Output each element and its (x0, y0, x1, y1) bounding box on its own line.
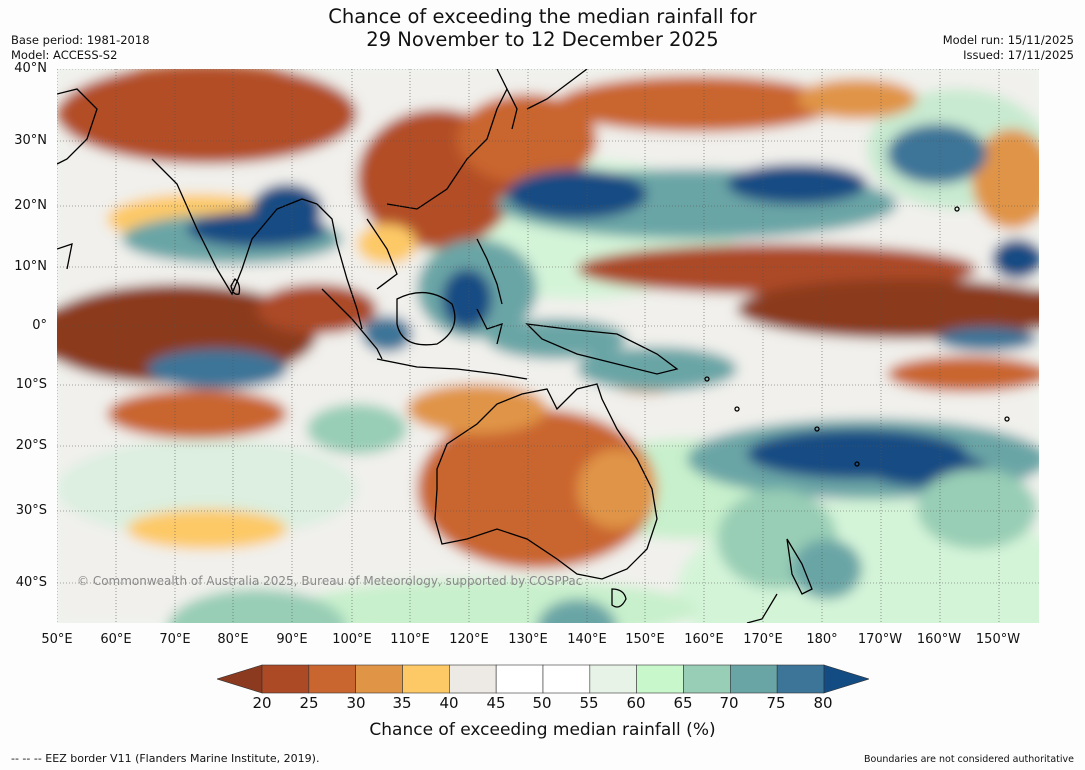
lon-label: 90°E (276, 632, 308, 647)
legend-swatch (355, 664, 403, 694)
legend-tick: 45 (486, 694, 506, 712)
legend-tick: 25 (299, 694, 319, 712)
lon-label: 170°E (743, 632, 783, 647)
legend-swatch (308, 664, 356, 694)
legend-swatch (495, 664, 544, 694)
lat-label: 40°S (15, 575, 47, 590)
lon-label: 50°E (41, 632, 73, 647)
legend-swatch (636, 664, 684, 694)
legend-tick: 65 (673, 694, 693, 712)
base-period: Base period: 1981-2018 (11, 33, 150, 47)
lon-label: 70°E (159, 632, 191, 647)
legend-swatch (542, 664, 591, 694)
lat-label: 40°N (14, 61, 47, 76)
eez-note: -- -- -- EEZ border V11 (Flanders Marine… (11, 752, 320, 765)
model-name: Model: ACCESS-S2 (11, 48, 118, 62)
legend-tick: 75 (766, 694, 786, 712)
legend-swatch (449, 664, 497, 694)
lon-label: 140°E (567, 632, 607, 647)
rainfall-map (57, 69, 1039, 623)
legend-tick: 55 (579, 694, 599, 712)
meta-left: Base period: 1981-2018 Model: ACCESS-S2 (11, 33, 150, 63)
lon-label: 150°E (625, 632, 665, 647)
legend-tick: 60 (626, 694, 646, 712)
legend-swatch (402, 664, 450, 694)
lon-label: 180° (806, 632, 838, 647)
legend-tick: 20 (252, 694, 272, 712)
lat-label: 10°S (15, 377, 47, 392)
legend-swatch (589, 664, 637, 694)
copyright-notice: © Commonwealth of Australia 2025, Bureau… (77, 574, 583, 588)
legend-tick: 70 (719, 694, 739, 712)
lat-label: 30°N (14, 133, 47, 148)
lon-label: 120°E (449, 632, 489, 647)
legend-swatch (776, 664, 825, 694)
probability-field (57, 69, 1039, 623)
lon-label: 170°W (857, 632, 903, 647)
lon-label: 160°E (684, 632, 724, 647)
legend-swatch (730, 664, 778, 694)
lon-label: 80°E (217, 632, 249, 647)
legend-tick: 35 (392, 694, 412, 712)
legend-title: Chance of exceeding median rainfall (%) (369, 720, 716, 740)
legend-arrow-high (823, 664, 869, 694)
legend-tick: 50 (532, 694, 552, 712)
legend-swatch (261, 664, 310, 694)
legend-tick: 80 (813, 694, 833, 712)
graticule (57, 69, 1039, 623)
lon-label: 150°W (975, 632, 1021, 647)
lat-label: 20°N (14, 198, 47, 213)
legend-tick: 30 (346, 694, 366, 712)
lon-label: 160°W (916, 632, 962, 647)
lat-label: 10°N (14, 259, 47, 274)
legend-arrow-low (217, 664, 263, 694)
lon-label: 100°E (332, 632, 372, 647)
lon-label: 130°E (508, 632, 548, 647)
coastlines-lines (57, 69, 1010, 623)
lon-label: 60°E (100, 632, 132, 647)
model-run: Model run: 15/11/2025 (942, 33, 1074, 47)
legend-tick: 40 (439, 694, 459, 712)
lat-label: 30°S (15, 503, 47, 518)
map-title-line-2: 29 November to 12 December 2025 (366, 28, 719, 51)
meta-right: Model run: 15/11/2025 Issued: 17/11/2025 (943, 33, 1074, 63)
legend-colorbar (217, 664, 869, 694)
lat-label: 20°S (15, 438, 47, 453)
map-title-line-1: Chance of exceeding the median rainfall … (328, 5, 757, 28)
lon-label: 110°E (390, 632, 430, 647)
issued-date: Issued: 17/11/2025 (963, 48, 1074, 62)
legend-swatch (683, 664, 731, 694)
boundaries-disclaimer: Boundaries are not considered authoritat… (864, 754, 1074, 765)
lat-label: 0° (32, 318, 47, 333)
